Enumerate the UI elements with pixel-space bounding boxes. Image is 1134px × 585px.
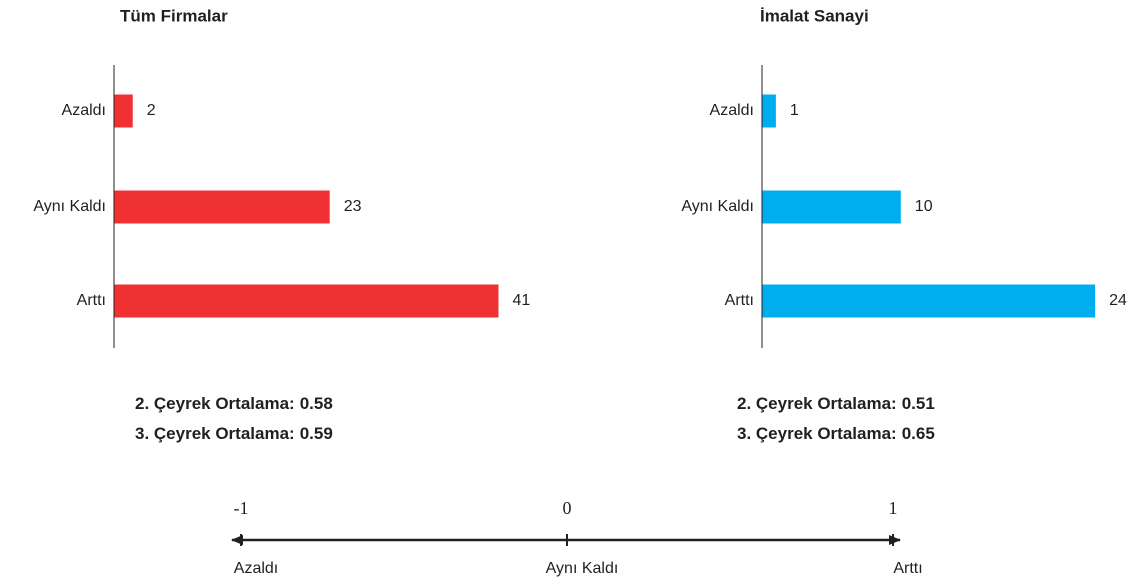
note-label: 2. Çeyrek Ortalama: xyxy=(737,394,897,413)
category-label: Azaldı xyxy=(62,102,106,119)
category-label: Arttı xyxy=(725,292,754,309)
bar xyxy=(762,190,901,224)
value-label: 23 xyxy=(344,198,362,215)
scale-label: Aynı Kaldı xyxy=(546,560,619,577)
category-label: Azaldı xyxy=(710,102,754,119)
note-label: 3. Çeyrek Ortalama: xyxy=(737,424,897,443)
bar xyxy=(114,190,330,224)
scale-label: Azaldı xyxy=(234,560,278,577)
note-value: 0.65 xyxy=(902,424,935,443)
category-label: Aynı Kaldı xyxy=(33,198,106,215)
scale-tick-label: -1 xyxy=(234,498,249,518)
note-label: 2. Çeyrek Ortalama: xyxy=(135,394,295,413)
value-label: 2 xyxy=(147,102,156,119)
bar xyxy=(762,94,776,128)
note: 3. Çeyrek Ortalama: 0.65 xyxy=(737,424,935,443)
scale-tick-label: 0 xyxy=(563,498,572,518)
value-label: 1 xyxy=(790,102,799,119)
scale-label: Arttı xyxy=(893,560,922,577)
scale-tick-label: 1 xyxy=(889,498,898,518)
bar xyxy=(762,284,1096,318)
note-value: 0.58 xyxy=(300,394,333,413)
note: 3. Çeyrek Ortalama: 0.59 xyxy=(135,424,333,443)
chart-title: Tüm Firmalar xyxy=(120,6,228,25)
chart-title: İmalat Sanayi xyxy=(760,6,869,25)
value-label: 10 xyxy=(915,198,933,215)
note-value: 0.59 xyxy=(300,424,333,443)
category-label: Arttı xyxy=(77,292,106,309)
bar xyxy=(114,94,133,128)
note: 2. Çeyrek Ortalama: 0.58 xyxy=(135,394,333,413)
value-label: 41 xyxy=(512,292,530,309)
note-value: 0.51 xyxy=(902,394,935,413)
category-label: Aynı Kaldı xyxy=(681,198,754,215)
bar xyxy=(114,284,499,318)
value-label: 24 xyxy=(1109,292,1127,309)
note: 2. Çeyrek Ortalama: 0.51 xyxy=(737,394,935,413)
note-label: 3. Çeyrek Ortalama: xyxy=(135,424,295,443)
